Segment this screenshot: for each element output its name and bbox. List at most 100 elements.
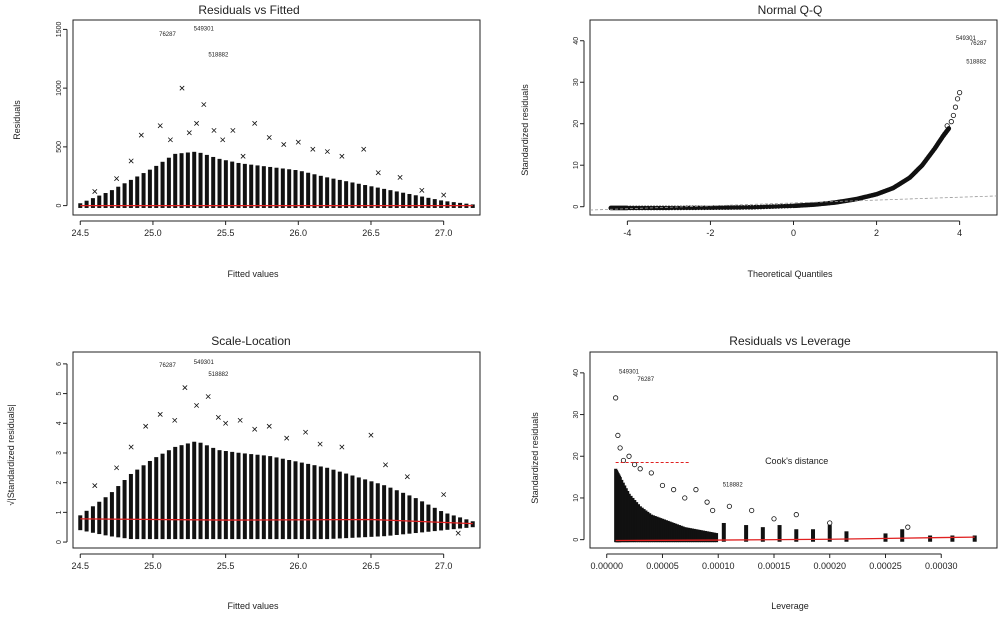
- point-band: [426, 504, 431, 532]
- point-band: [407, 495, 412, 534]
- point-band: [445, 201, 450, 208]
- plot-frame: [72, 351, 481, 549]
- point-band: [401, 492, 406, 535]
- point-band: [230, 451, 235, 540]
- y-tick-label: 5: [56, 392, 63, 396]
- point-band: [690, 528, 694, 543]
- x-tick-label: 0.00010: [702, 561, 735, 571]
- point-band: [154, 457, 159, 540]
- qq-point: [948, 119, 954, 125]
- point-band: [331, 469, 336, 539]
- point-band: [261, 455, 266, 540]
- point-band: [331, 178, 336, 208]
- point-band: [413, 498, 418, 534]
- data-point: [441, 192, 447, 198]
- point-band: [692, 528, 696, 543]
- y-axis: 0 500 1000 1500: [56, 22, 68, 208]
- point-band: [217, 450, 222, 540]
- point-band: [701, 530, 706, 543]
- x-tick-label: 24.5: [72, 228, 90, 238]
- point-band: [78, 515, 83, 531]
- data-point: [172, 417, 178, 423]
- y-tick-label: 10: [573, 494, 580, 502]
- point-band: [394, 490, 399, 535]
- point-band: [679, 525, 683, 543]
- x-tick-label: 0: [791, 228, 796, 238]
- point-band: [696, 529, 700, 543]
- point-band: [198, 442, 203, 540]
- point-band: [274, 167, 279, 208]
- data-point: [220, 137, 226, 143]
- data-point: [143, 423, 149, 429]
- qq-point: [950, 112, 956, 119]
- data-point: [215, 414, 221, 420]
- point-band: [204, 445, 209, 540]
- point-band: [644, 510, 648, 543]
- data-point: [310, 146, 316, 152]
- point-band: [179, 445, 184, 540]
- y-tick-label: 0: [573, 538, 580, 542]
- x-tick-label: 0.00015: [758, 561, 791, 571]
- plot-frame: [589, 351, 998, 549]
- point-band: [109, 190, 114, 208]
- point-band: [470, 521, 475, 528]
- y-tick-label: 500: [56, 141, 63, 153]
- data-point: [339, 444, 345, 450]
- point-band: [636, 504, 641, 543]
- data-point: [693, 487, 699, 493]
- point-band: [166, 157, 171, 208]
- point-band: [185, 443, 190, 540]
- x-tick-label: 0.00005: [646, 561, 679, 571]
- data-point: [613, 395, 619, 401]
- point-band: [255, 165, 260, 208]
- y-axis-label: Standardized residuals: [520, 84, 530, 176]
- point-band: [653, 516, 657, 543]
- point-band: [147, 169, 152, 208]
- point-band: [445, 513, 450, 530]
- data-point: [682, 495, 688, 501]
- point-band: [312, 465, 317, 540]
- data-point: [157, 411, 163, 417]
- point-band: [160, 453, 165, 540]
- point-band: [655, 516, 659, 543]
- data-point: [397, 174, 403, 180]
- data-point: [201, 102, 207, 108]
- data-point: [266, 134, 272, 140]
- data-point: [626, 453, 632, 459]
- data-point: [368, 432, 374, 438]
- point-band: [154, 165, 159, 208]
- point-band: [668, 521, 672, 543]
- point-band: [185, 152, 190, 208]
- point-band: [223, 160, 228, 208]
- qq-point: [952, 104, 959, 110]
- data-point: [186, 130, 192, 136]
- point-band: [274, 457, 279, 540]
- point-band: [670, 522, 674, 543]
- y-tick-label: 0: [56, 204, 63, 208]
- point-band: [217, 158, 222, 208]
- point-column: [777, 525, 782, 542]
- y-tick-label: 0: [56, 540, 63, 544]
- x-tick-label: 25.0: [144, 228, 162, 238]
- y-axis-label: √|Standardized residuals|: [6, 404, 16, 505]
- x-tick-label: 25.5: [217, 228, 235, 238]
- point-band: [677, 525, 681, 543]
- point-band: [673, 523, 678, 543]
- point-band: [375, 483, 380, 537]
- point-band: [375, 187, 380, 208]
- x-tick-label: 26.5: [362, 561, 380, 571]
- point-band: [420, 501, 425, 533]
- point-band: [426, 197, 431, 208]
- point-band: [657, 517, 661, 543]
- chart-title: Residuals vs Fitted: [198, 3, 299, 17]
- x-tick-label: -4: [623, 228, 631, 238]
- qq-point: [944, 123, 950, 129]
- data-point: [637, 466, 643, 472]
- data-point: [704, 499, 710, 505]
- point-band: [631, 497, 635, 543]
- point-band: [141, 465, 146, 540]
- point-column: [928, 535, 933, 542]
- observation-label: 518882: [208, 52, 229, 58]
